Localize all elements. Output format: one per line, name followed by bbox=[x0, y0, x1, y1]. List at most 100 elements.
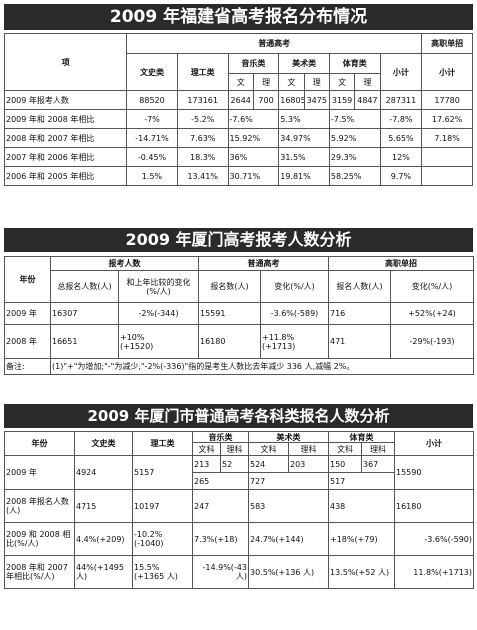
t3-cell: 247 bbox=[192, 489, 249, 523]
t1-cell: 17.62% bbox=[421, 109, 473, 129]
t1-cell: 15.92% bbox=[227, 128, 280, 148]
t3-header-yinyue-wen: 文科 bbox=[192, 442, 221, 456]
t2-cell: 16180 bbox=[198, 324, 261, 359]
t1-cell: 7.63% bbox=[176, 128, 229, 148]
t2-note: (1)"+"为增加;"-"为减少,"-2%(-336)"指的是考生人数比去年减少… bbox=[50, 358, 474, 375]
t3-cell: 7.3%(+18) bbox=[192, 522, 249, 556]
t3-cell: 367 bbox=[361, 455, 395, 473]
table1: 项 普通高考 高职单招 文史类 理工类 音乐类 美术类 体育类 小计 小计 文 … bbox=[3, 33, 473, 186]
t2-cell: 716 bbox=[328, 302, 391, 325]
t1-header-meishu-li: 理 bbox=[303, 73, 330, 91]
t3-cell: 727 bbox=[248, 472, 329, 490]
table-row: 2009 年和 2008 年相比 -7% -5.2% -7.6% 5.3% -7… bbox=[3, 109, 473, 129]
t1-header-ligong: 理工类 bbox=[176, 53, 229, 91]
t3-header-meishu-li: 理科 bbox=[288, 442, 329, 456]
t1-cell: 287311 bbox=[379, 90, 423, 110]
table3-section: 2009 年厦门市普通高考各科类报名人数分析 年份 文史类 理工类 音乐类 美术… bbox=[4, 404, 474, 589]
t1-cell: 3159 bbox=[328, 90, 356, 110]
t1-cell: 36% bbox=[227, 147, 280, 167]
t1-cell bbox=[421, 147, 473, 167]
t1-cell: 700 bbox=[252, 90, 280, 110]
t1-row-label: 2009 年和 2008 年相比 bbox=[3, 109, 128, 129]
t2-header-baokao: 报考人数 bbox=[50, 256, 199, 271]
t3-header-ligong: 理工类 bbox=[132, 431, 193, 456]
t3-cell: 4715 bbox=[74, 489, 133, 523]
t2-cell: 15591 bbox=[198, 302, 261, 325]
t1-cell: 5.92% bbox=[328, 128, 381, 148]
t3-cell: 4.4%(+209) bbox=[74, 522, 133, 556]
t3-cell: 524 bbox=[248, 455, 289, 473]
t3-header-wenshi: 文史类 bbox=[74, 431, 133, 456]
t2-cell: 16307 bbox=[50, 302, 119, 325]
t3-cell: 30.5%(+136 人) bbox=[248, 555, 329, 589]
t1-cell: 18.3% bbox=[176, 147, 229, 167]
t2-header-year: 年份 bbox=[4, 256, 51, 303]
t1-header-tiyu: 体育类 bbox=[328, 53, 381, 74]
t2-cell: 471 bbox=[328, 324, 391, 359]
t1-cell: 9.7% bbox=[379, 166, 423, 186]
t1-cell: -7% bbox=[126, 109, 178, 129]
t3-header-tiyu-li: 理科 bbox=[361, 442, 395, 456]
t2-cell: -2%(-344) bbox=[118, 302, 199, 325]
t1-cell: 13.41% bbox=[176, 166, 229, 186]
t3-header-meishu-wen: 文科 bbox=[248, 442, 289, 456]
t1-cell: -7.5% bbox=[328, 109, 381, 129]
t1-header-wenshi: 文史类 bbox=[126, 53, 178, 91]
t1-cell bbox=[421, 166, 473, 186]
table-row: 2009 年 4924 5157 213 52 524 203 150 367 … bbox=[4, 455, 474, 490]
t1-header-meishu: 美术类 bbox=[278, 53, 330, 74]
table2: 年份 报考人数 普通高考 高职单招 总报名人数(人) 和上年比较的变化(%/人)… bbox=[4, 256, 474, 375]
table3-title: 2009 年厦门市普通高考各科类报名人数分析 bbox=[4, 404, 473, 428]
t2-header-gaozhi: 高职单招 bbox=[328, 256, 474, 271]
t2-cell: 16651 bbox=[50, 324, 119, 359]
table-row: 备注: (1)"+"为增加;"-"为减少,"-2%(-336)"指的是考生人数比… bbox=[4, 358, 474, 375]
t3-cell: 16180 bbox=[394, 489, 474, 523]
t2-header-putong-change: 变化(%/人) bbox=[260, 270, 329, 303]
t2-cell: +52%(+24) bbox=[390, 302, 474, 325]
table-row: 2006 年和 2005 年相比 1.5% 13.41% 30.71% 19.8… bbox=[3, 166, 473, 186]
t3-cell: 11.8%(+1713) bbox=[394, 555, 474, 589]
t3-cell: 213 bbox=[192, 455, 221, 473]
t3-header-tiyu-wen: 文科 bbox=[328, 442, 362, 456]
t3-header-yinyue-li: 理科 bbox=[220, 442, 249, 456]
table1-title: 2009 年福建省高考报名分布情况 bbox=[4, 4, 473, 30]
t1-cell: 29.3% bbox=[328, 147, 381, 167]
t1-cell: 2644 bbox=[227, 90, 254, 110]
t3-header-yinyue: 音乐类 bbox=[192, 431, 249, 443]
t2-note-label: 备注: bbox=[4, 358, 51, 375]
t3-row-label: 2009 年 bbox=[4, 455, 75, 490]
t3-cell: 438 bbox=[328, 489, 395, 523]
table-row: 2009 和 2008 相比(%/人) 4.4%(+209) -10.2% (-… bbox=[4, 522, 474, 556]
t3-cell: -3.6%(-590) bbox=[394, 522, 474, 556]
table-row: 2008 年和 2007 年相比(%/人) 44%(+1495 人) 15.5%… bbox=[4, 555, 474, 589]
t3-cell: -10.2% (-1040) bbox=[132, 522, 193, 556]
table-row: 265 727 517 bbox=[5, 472, 474, 490]
t1-header-tiyu-wen: 文 bbox=[328, 73, 356, 91]
t3-header-xiaoji: 小计 bbox=[394, 431, 474, 456]
table-row: 2008 年 16651 +10% (+1520) 16180 +11.8% (… bbox=[4, 324, 474, 359]
table-row: 2008 年和 2007 年相比 -14.71% 7.63% 15.92% 34… bbox=[3, 128, 473, 148]
t1-cell: -7.6% bbox=[227, 109, 280, 129]
t1-cell: -0.45% bbox=[126, 147, 178, 167]
t1-header-yinyue-wen: 文 bbox=[227, 73, 254, 91]
t1-row-label: 2006 年和 2005 年相比 bbox=[3, 166, 128, 186]
t3-cell: 583 bbox=[248, 489, 329, 523]
t3-header-year: 年份 bbox=[4, 431, 75, 456]
t2-header-gaozhi-change: 变化(%/人) bbox=[390, 270, 474, 303]
t1-cell: -7.8% bbox=[379, 109, 423, 129]
t2-header-total: 总报名人数(人) bbox=[50, 270, 119, 303]
t1-row-label: 2008 年和 2007 年相比 bbox=[3, 128, 128, 148]
t1-cell: 30.71% bbox=[227, 166, 280, 186]
t1-cell: 34.97% bbox=[278, 128, 330, 148]
t1-header-gaozhi: 高职单招 bbox=[421, 33, 473, 54]
t1-header-yinyue-li: 理 bbox=[252, 73, 280, 91]
t3-cell: 10197 bbox=[132, 489, 193, 523]
t1-header-putong: 普通高考 bbox=[126, 33, 423, 54]
t3-cell: 52 bbox=[220, 455, 249, 473]
t1-cell: 31.5% bbox=[278, 147, 330, 167]
table2-title: 2009 年厦门高考报考人数分析 bbox=[4, 228, 473, 252]
t1-header-tiyu-li: 理 bbox=[354, 73, 381, 91]
t3-cell: 517 bbox=[328, 472, 395, 490]
t2-header-putong-count: 报名数(人) bbox=[198, 270, 261, 303]
t1-header-meishu-wen: 文 bbox=[278, 73, 305, 91]
